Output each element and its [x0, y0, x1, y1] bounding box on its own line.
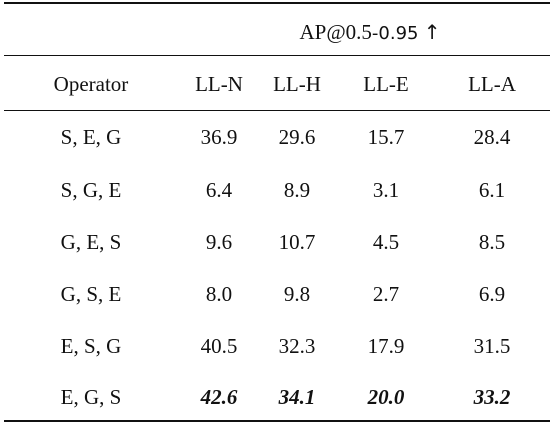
up-arrow-icon: ↑: [423, 20, 441, 44]
cell-ll-h: 9.8: [283, 282, 311, 306]
column-header-ll-e: LL-E: [363, 72, 409, 96]
column-header-ll-h: LL-H: [273, 72, 321, 96]
cell-ll-n: 6.4: [205, 178, 233, 202]
table-bottom-rule: [4, 420, 550, 422]
cell-ll-a-best: 33.2: [473, 385, 511, 409]
cell-ll-e: 4.5: [372, 230, 400, 254]
cell-ll-h: 32.3: [278, 334, 316, 358]
cell-ll-e: 17.9: [367, 334, 405, 358]
cell-ll-a: 8.5: [478, 230, 506, 254]
cell-ll-e-best: 20.0: [367, 385, 405, 409]
cell-ll-h: 29.6: [278, 125, 316, 149]
cell-ll-e: 3.1: [372, 178, 400, 202]
header-group-rule: [4, 55, 550, 56]
row-operator: S, E, G: [60, 125, 122, 149]
table-top-rule: [4, 2, 550, 4]
column-header-ll-a: LL-A: [468, 72, 516, 96]
column-header-ll-n: LL-N: [195, 72, 243, 96]
cell-ll-n: 40.5: [200, 334, 238, 358]
metric-label-main: AP@0.5: [299, 20, 372, 44]
row-operator: E, G, S: [60, 385, 122, 409]
column-header-operator: Operator: [53, 72, 129, 96]
metric-label-sub: -0.95: [371, 23, 419, 44]
metric-header: AP@0.5-0.95 ↑: [250, 20, 490, 46]
cell-ll-a: 6.9: [478, 282, 506, 306]
cell-ll-n: 36.9: [200, 125, 238, 149]
cell-ll-a: 31.5: [473, 334, 511, 358]
cell-ll-e: 15.7: [367, 125, 405, 149]
cell-ll-h-best: 34.1: [278, 385, 316, 409]
cell-ll-n-best: 42.6: [200, 385, 238, 409]
cell-ll-h: 10.7: [278, 230, 316, 254]
row-operator: E, S, G: [60, 334, 122, 358]
cell-ll-h: 8.9: [283, 178, 311, 202]
cell-ll-n: 8.0: [205, 282, 233, 306]
header-rule: [4, 110, 550, 111]
row-operator: S, G, E: [60, 178, 122, 202]
row-operator: G, E, S: [60, 230, 122, 254]
cell-ll-a: 6.1: [478, 178, 506, 202]
row-operator: G, S, E: [60, 282, 122, 306]
cell-ll-n: 9.6: [205, 230, 233, 254]
cell-ll-e: 2.7: [372, 282, 400, 306]
cell-ll-a: 28.4: [473, 125, 511, 149]
